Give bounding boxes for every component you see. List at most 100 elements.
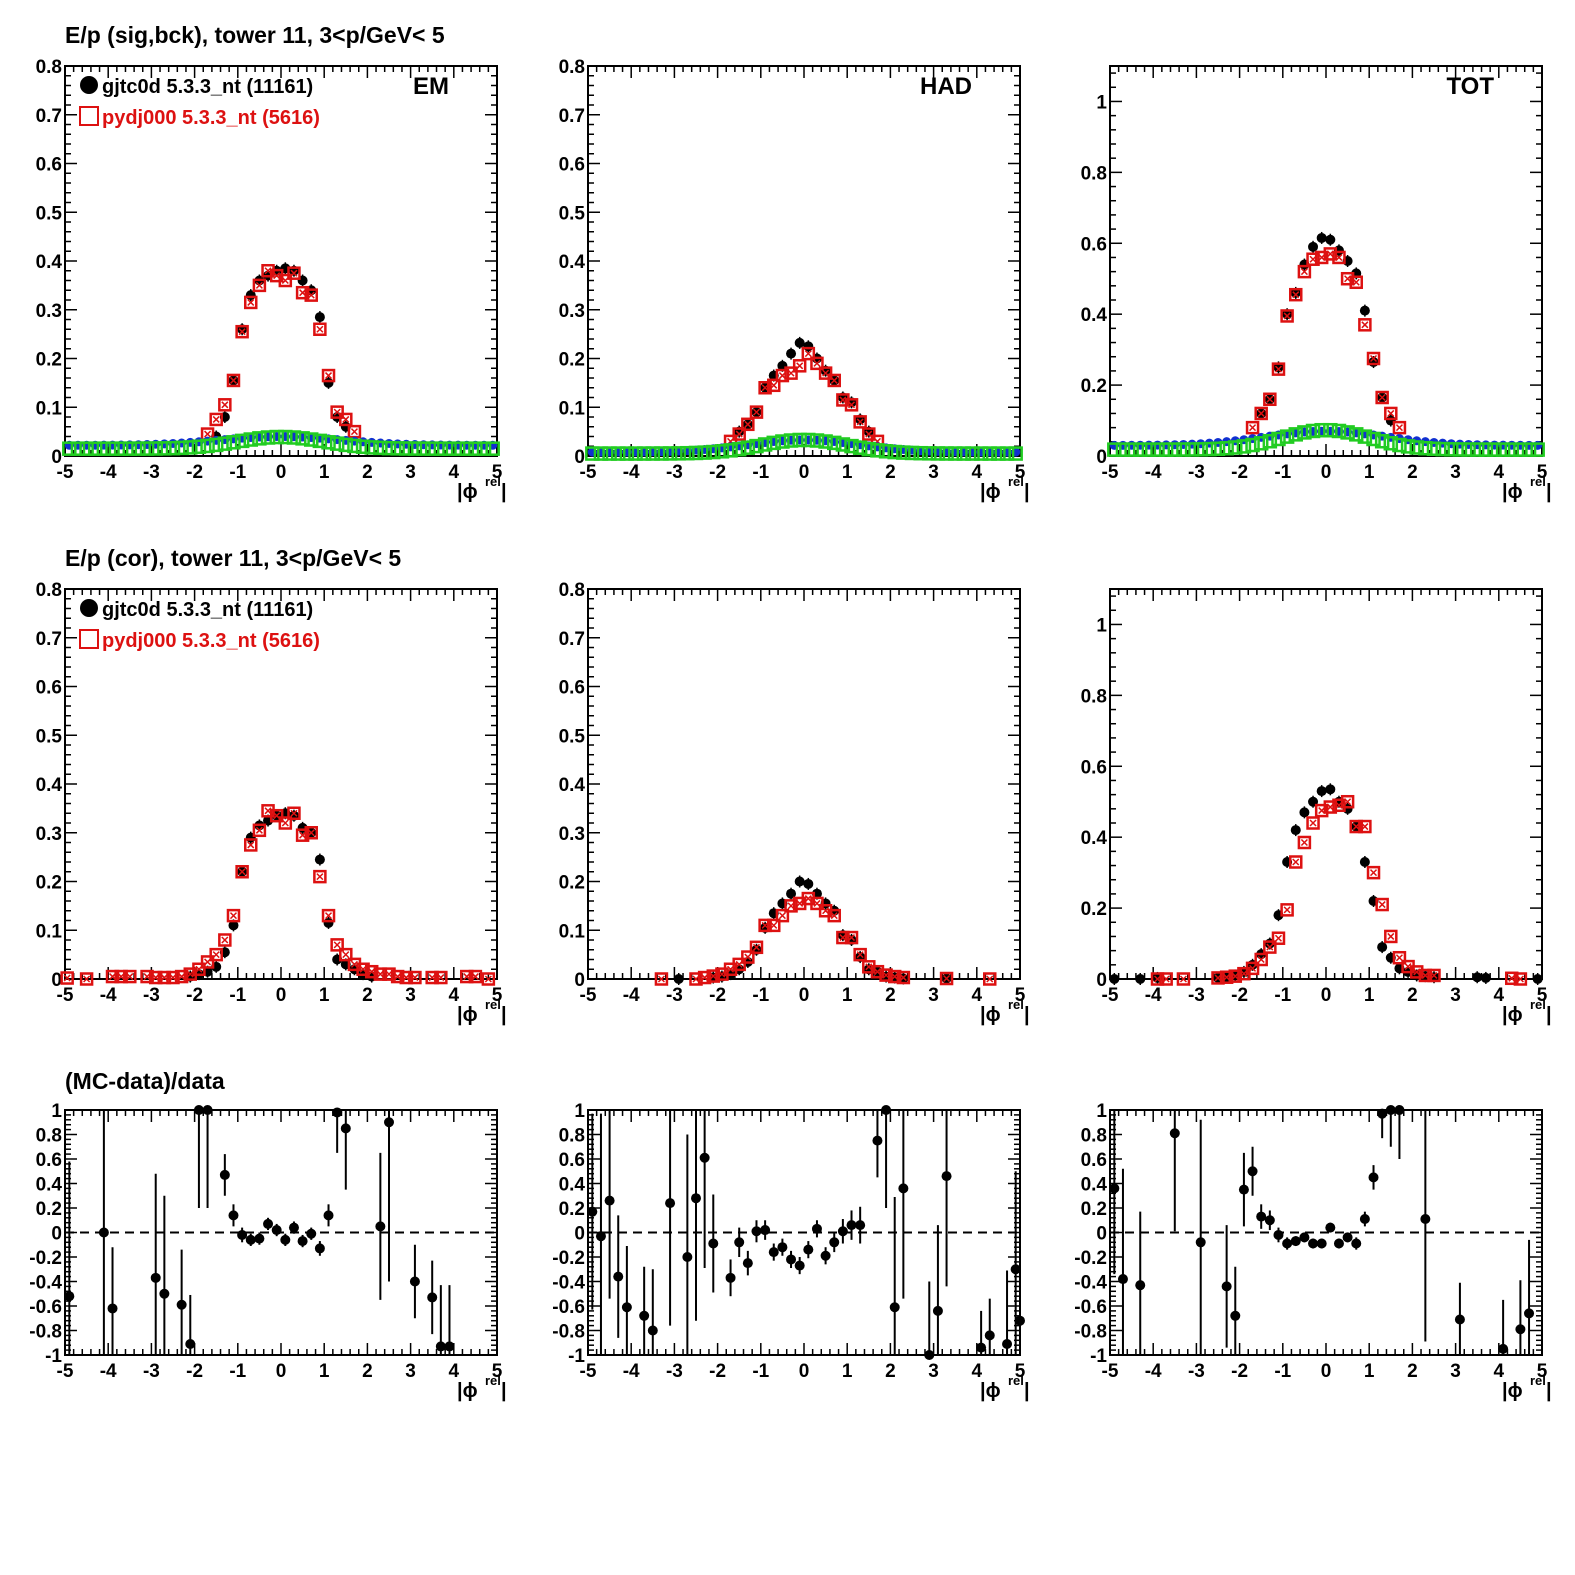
bck-mc-point xyxy=(1478,442,1494,457)
mc-point xyxy=(758,918,772,933)
x-axis-label-sup: rel xyxy=(485,1373,501,1388)
mc-point-cross xyxy=(1387,409,1395,417)
bck-mc-point xyxy=(973,446,989,461)
bck-mc-point xyxy=(792,432,807,448)
mc-point-cross xyxy=(1292,858,1300,866)
mc-point-cross xyxy=(1162,975,1170,983)
mc-point-cross xyxy=(255,281,263,289)
bck-mc-point xyxy=(930,446,946,461)
ratio-point xyxy=(98,1227,109,1238)
mc-point xyxy=(749,940,764,955)
x-tick-label: -2 xyxy=(186,1361,203,1382)
y-tick-label: -1 xyxy=(1090,1346,1107,1367)
mc-point-cross xyxy=(744,953,752,961)
bck-mc-point xyxy=(87,441,103,456)
mc-point-cross xyxy=(1369,354,1378,363)
mc-point-cross xyxy=(484,975,492,983)
x-tick-label: -3 xyxy=(143,985,160,1006)
mc-point-cross xyxy=(856,418,864,426)
x-axis-label: |ϕ xyxy=(1502,1004,1523,1026)
x-tick-label: 1 xyxy=(1364,985,1375,1006)
mc-point xyxy=(732,957,746,972)
x-axis-label-sup: rel xyxy=(485,997,501,1012)
mc-point xyxy=(818,366,833,380)
bck-mc-point xyxy=(991,446,1006,461)
bck-mc-point xyxy=(113,441,129,456)
x-tick-label: -4 xyxy=(623,1361,640,1382)
mc-point xyxy=(226,908,241,923)
x-tick-label: 2 xyxy=(1407,985,1418,1006)
mc-point xyxy=(269,808,284,823)
y-tick-label: 0.8 xyxy=(1081,1126,1107,1147)
mc-point xyxy=(123,969,137,984)
mc-point xyxy=(339,947,353,962)
mc-point xyxy=(148,970,163,985)
x-tick-label: 3 xyxy=(1450,985,1461,1006)
bck-mc-point xyxy=(355,439,371,455)
ratio-point xyxy=(254,1233,265,1244)
bck-mc-point xyxy=(183,440,198,455)
x-tick-label: 4 xyxy=(972,462,983,483)
y-tick-label: 0.8 xyxy=(1081,163,1107,184)
row-title-cor: E/p (cor), tower 11, 3<p/GeV< 5 xyxy=(65,545,401,571)
bck-mc-point xyxy=(965,446,980,461)
y-tick-label: -0.6 xyxy=(29,1297,62,1318)
ratio-point xyxy=(587,1206,598,1217)
y-tick-label: 0 xyxy=(1096,1224,1107,1245)
mc-point-cross xyxy=(778,912,786,920)
ratio-point xyxy=(1195,1237,1206,1248)
bck-mc-point xyxy=(628,446,643,461)
y-tick-label: 1 xyxy=(574,1101,585,1122)
ratio-point xyxy=(595,1231,606,1242)
x-axis-label-sup: rel xyxy=(1008,1373,1024,1388)
mc-point-cross xyxy=(830,912,838,920)
mc-point xyxy=(1323,800,1338,814)
mc-point xyxy=(1375,390,1389,405)
y-tick-label: -0.8 xyxy=(29,1322,62,1343)
x-tick-label: 3 xyxy=(928,985,939,1006)
x-tick-label: -1 xyxy=(1274,462,1291,483)
x-tick-label: -4 xyxy=(100,985,117,1006)
ratio-point xyxy=(1290,1236,1301,1247)
y-tick-label: 0.8 xyxy=(559,580,585,601)
mc-point-cross xyxy=(796,362,804,370)
mc-point-cross xyxy=(1249,424,1257,432)
data-point xyxy=(1325,234,1336,245)
mc-point xyxy=(784,366,798,380)
mc-point xyxy=(689,972,703,986)
y-tick-label: 0.2 xyxy=(559,873,585,894)
ratio-point xyxy=(811,1223,822,1234)
x-tick-label: 4 xyxy=(972,1361,983,1382)
ratio-point xyxy=(1299,1232,1310,1243)
x-tick-label: -3 xyxy=(143,1361,160,1382)
x-tick-label: -5 xyxy=(580,462,597,483)
bck-mc-point xyxy=(450,441,466,456)
x-tick-label: 1 xyxy=(1364,1361,1375,1382)
bck-mc-point xyxy=(1348,427,1364,442)
ratio-point xyxy=(245,1234,256,1245)
mc-point-cross xyxy=(1257,409,1265,417)
ratio-point xyxy=(297,1236,308,1247)
x-tick-label: -2 xyxy=(1231,1361,1248,1382)
x-axis-label-end: | xyxy=(501,481,507,503)
bck-mc-point xyxy=(364,440,379,455)
mc-point-cross xyxy=(856,951,864,959)
legend-marker-data xyxy=(80,76,98,94)
x-tick-label: -1 xyxy=(752,1361,769,1382)
data-point xyxy=(314,312,325,323)
legend-label: pydj000 5.3.3_nt (5616) xyxy=(102,630,320,652)
chart-panel-3: -5 -4 -3 -2 -1 0 1 2 3 4 5 |ϕ rel | 0 0.1 0.2 0.3 0.4 0.5 0.… xyxy=(36,580,507,1026)
x-tick-label: 1 xyxy=(319,1361,330,1382)
legend-marker-mc xyxy=(79,629,99,649)
y-tick-label: 0.7 xyxy=(559,106,585,127)
bck-mc-point xyxy=(1115,442,1131,457)
y-tick-label: 0.4 xyxy=(559,775,586,796)
bck-mc-point xyxy=(1202,441,1217,457)
bck-mc-point xyxy=(922,446,937,461)
bck-mc-point xyxy=(1409,440,1424,455)
bck-mc-point xyxy=(956,446,972,461)
bck-mc-point xyxy=(399,441,414,456)
ratio-point xyxy=(613,1271,624,1282)
x-tick-label: -1 xyxy=(229,985,246,1006)
x-tick-label: -4 xyxy=(1145,985,1162,1006)
